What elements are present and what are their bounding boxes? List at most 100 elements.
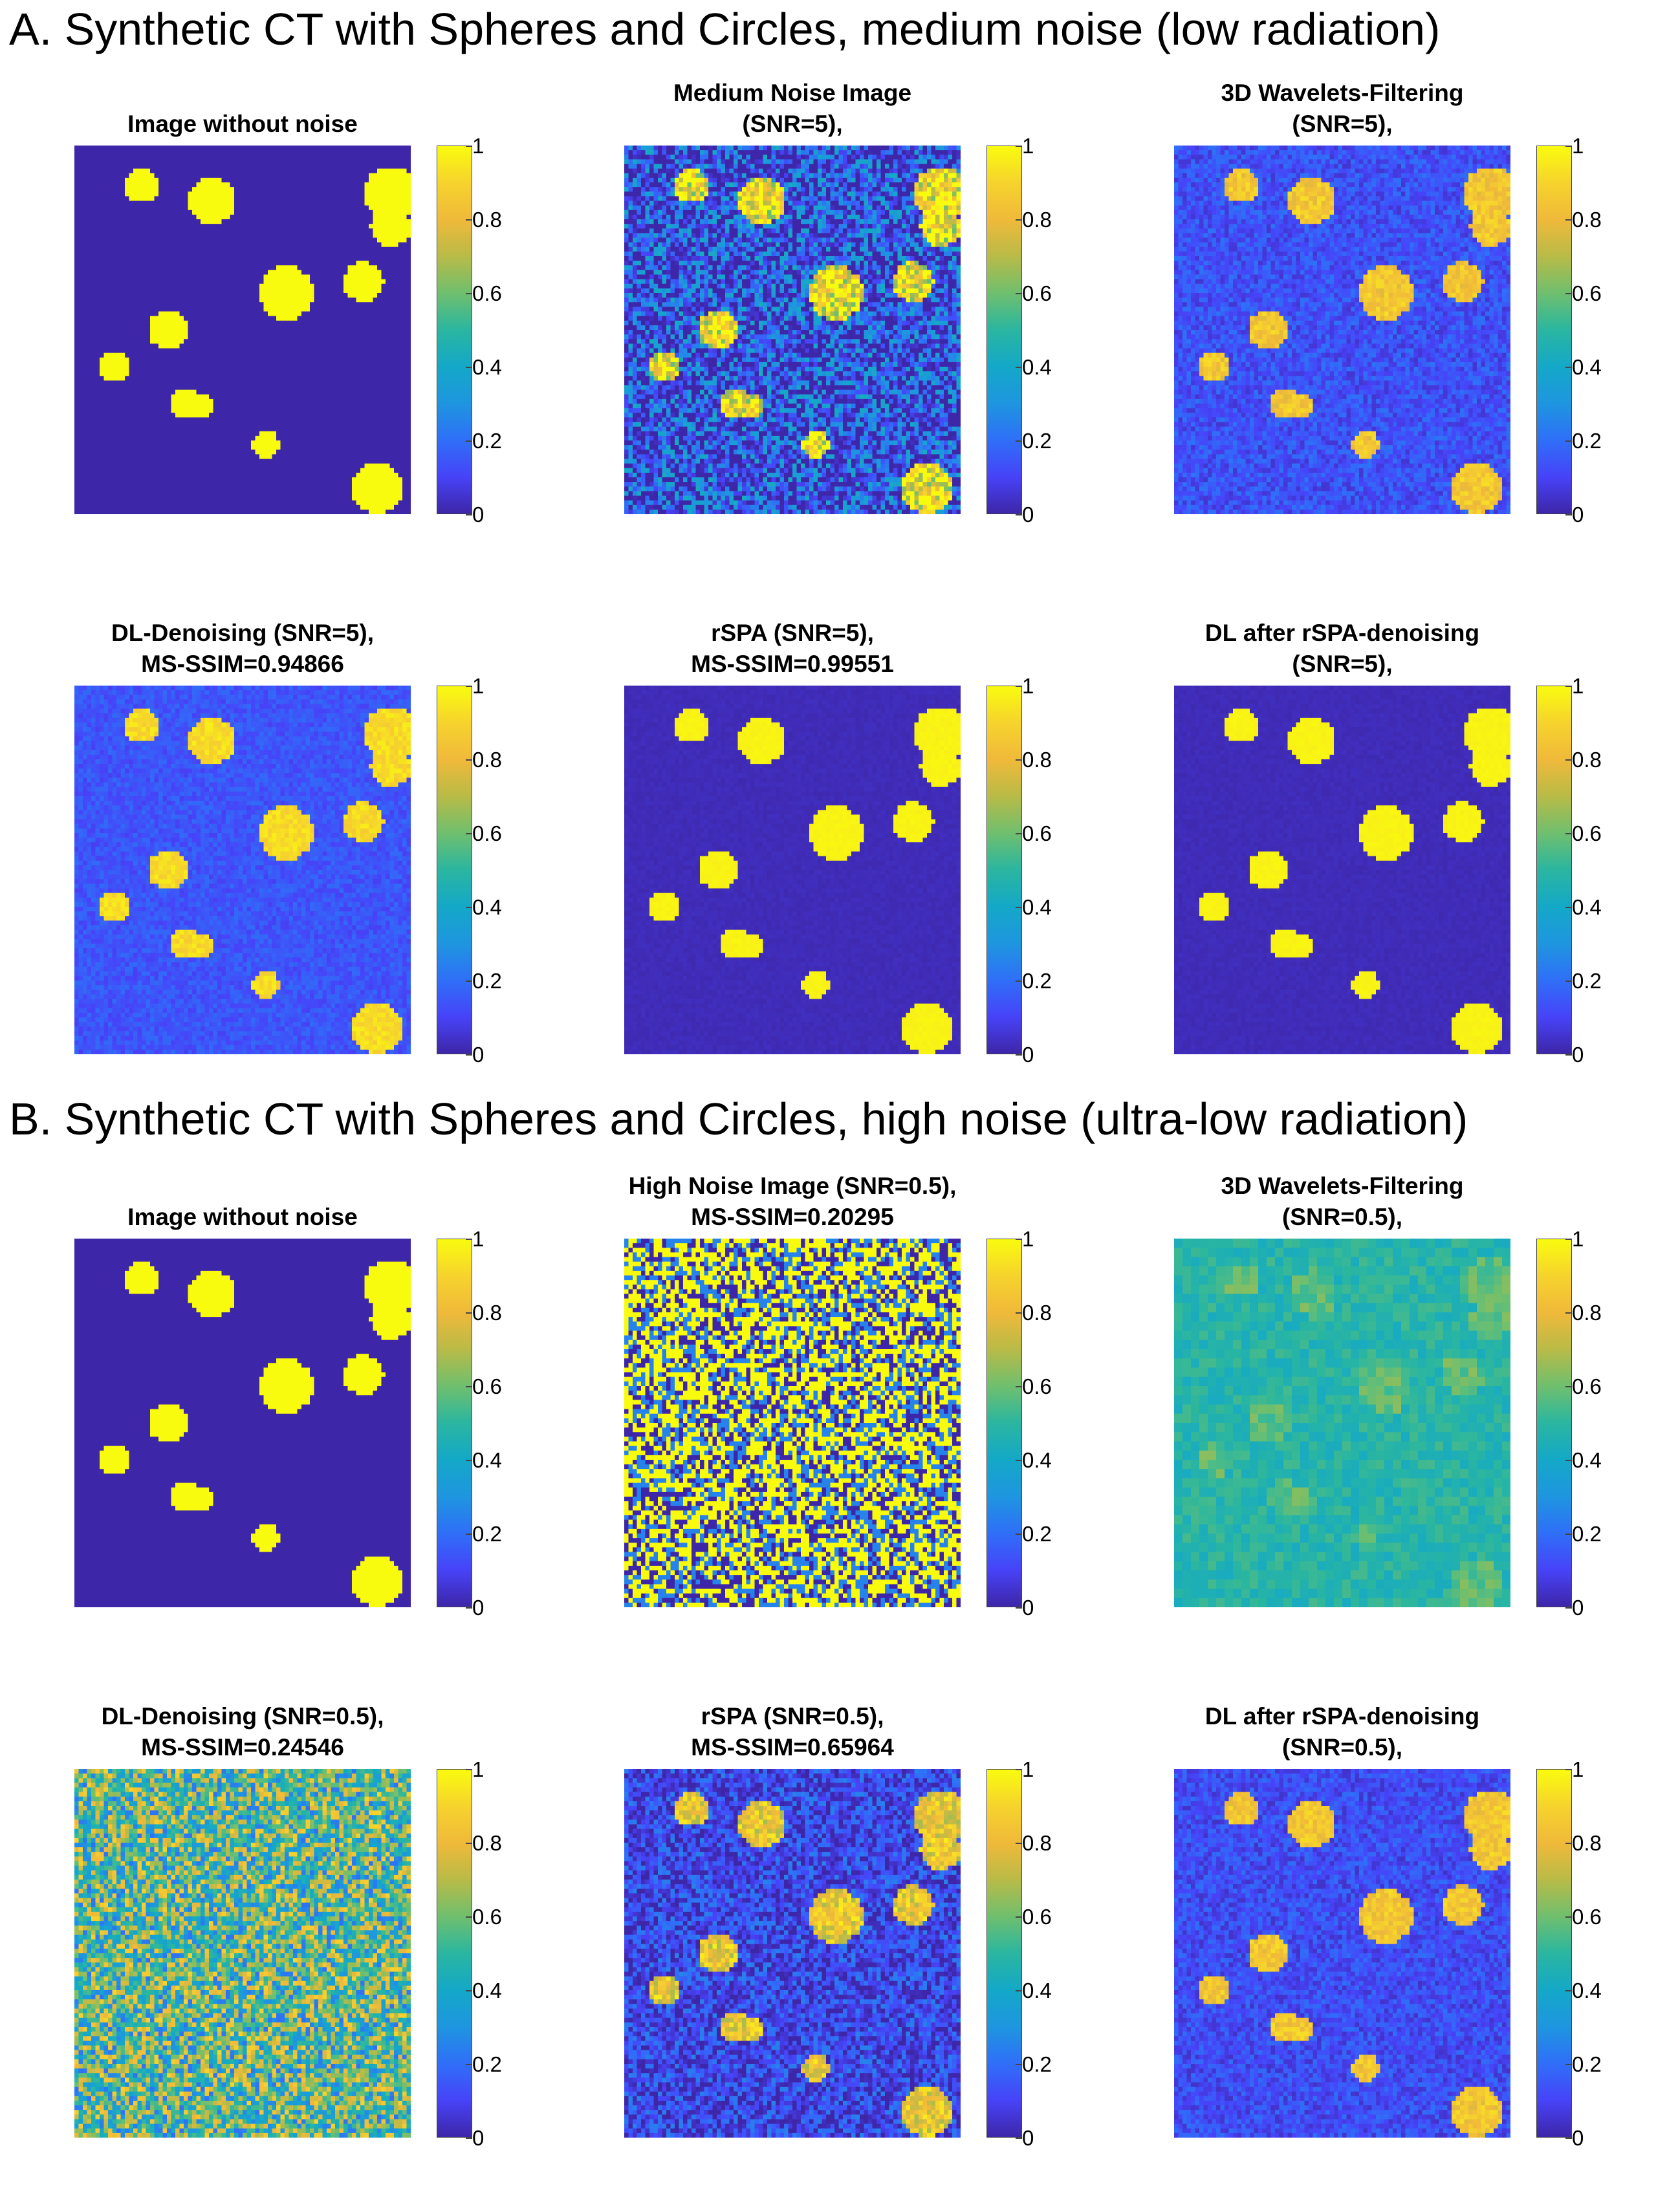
panel-title: DL-Denoising (SNR=5),MS-SSIM=0.94866 (74, 618, 411, 680)
heatmap-image (624, 146, 961, 514)
colorbar-tick-label: 0.6 (1022, 823, 1080, 844)
colorbar-tick-label: 0 (1572, 504, 1630, 525)
colorbar-tick-label: 1 (472, 1759, 530, 1780)
panel-title-line1: Medium Noise Image (SNR=5), (624, 78, 961, 140)
colorbar-tick-label: 1 (1572, 135, 1630, 157)
colorbar-tick-label: 0.6 (472, 1906, 530, 1927)
colorbar-tick-label: 0.2 (1572, 430, 1630, 451)
panel-title-line1: DL-Denoising (SNR=5), (74, 618, 411, 649)
colorbar-tick-label: 0 (1572, 2127, 1630, 2149)
panel-title-line1: DL-Denoising (SNR=0.5), (74, 1701, 411, 1732)
colorbar (986, 1769, 1022, 2138)
colorbar-tick-label: 0.6 (1022, 283, 1080, 304)
panel-dlrspa-05: DL after rSPA-denoising (SNR=0.5),MS-SSI… (1174, 1701, 1640, 2212)
colorbar-tick-label: 0.4 (1572, 1449, 1630, 1471)
heatmap-image (1174, 686, 1510, 1054)
colorbar-tick-label: 0.2 (1022, 2054, 1080, 2075)
colorbar-tick-label: 0 (1022, 1044, 1080, 1065)
colorbar-tick-label: 0 (1572, 1044, 1630, 1065)
heatmap-svg (1174, 146, 1510, 514)
colorbar (437, 686, 472, 1054)
colorbar-tick-label: 1 (472, 1228, 530, 1250)
panel-title: Image without noise (74, 109, 411, 140)
colorbar-tick-label: 1 (1572, 1759, 1630, 1780)
colorbar-tick-label: 1 (1022, 135, 1080, 157)
colorbar-tick-label: 0.8 (1572, 749, 1630, 770)
colorbar-tick-label: 0.2 (472, 430, 530, 451)
panel-title: DL-Denoising (SNR=0.5),MS-SSIM=0.24546 (74, 1701, 411, 1763)
colorbar-tick-label: 0 (1572, 1597, 1630, 1618)
colorbar-tick-label: 0.6 (1572, 823, 1630, 844)
colorbar-tick-label: 1 (1572, 1228, 1630, 1250)
colorbar-tick-label: 0.4 (1022, 356, 1080, 378)
panel-title-line1: rSPA (SNR=0.5), (624, 1701, 961, 1732)
panel-dl-05: DL-Denoising (SNR=0.5),MS-SSIM=0.24546 0 0… (74, 1701, 540, 2212)
colorbar-tick-label: 0.4 (1572, 356, 1630, 378)
colorbar-tick-label: 0 (1022, 504, 1080, 525)
heatmap-image (74, 1769, 411, 2138)
colorbar-tick-label: 0.8 (472, 1302, 530, 1323)
heatmap-svg (74, 1769, 411, 2138)
colorbar-tick-label: 0.6 (472, 283, 530, 304)
colorbar-tick-label: 0.6 (1572, 1376, 1630, 1397)
colorbar-tick-label: 0.8 (472, 749, 530, 770)
panel-title-line1: Image without noise (74, 109, 411, 140)
colorbar-tick-label: 0.4 (1572, 1980, 1630, 2001)
colorbar-tick-label: 0.4 (1022, 896, 1080, 918)
colorbar-tick-label: 0.2 (472, 2054, 530, 2075)
colorbar-tick-label: 1 (1022, 1228, 1080, 1250)
panel-title-line1: 3D Wavelets-Filtering (SNR=0.5), (1174, 1171, 1510, 1233)
colorbar-tick-label: 0.2 (1572, 1523, 1630, 1545)
colorbar (986, 686, 1022, 1054)
panel-title-line2: MS-SSIM=0.94866 (74, 649, 411, 680)
heatmap-svg (624, 1239, 961, 1607)
panel-title: rSPA (SNR=0.5),MS-SSIM=0.65964 (624, 1701, 961, 1763)
panel-title: High Noise Image (SNR=0.5),MS-SSIM=0.202… (624, 1171, 961, 1233)
colorbar-tick-label: 0.2 (1022, 1523, 1080, 1545)
heatmap-svg (1174, 1769, 1510, 2138)
heatmap-image (624, 686, 961, 1054)
colorbar-tick-label: 0.2 (1572, 2054, 1630, 2075)
colorbar-tick-label: 0.4 (1022, 1980, 1080, 2001)
colorbar-tick-label: 0.4 (1572, 896, 1630, 918)
panel-title-line1: Image without noise (74, 1202, 411, 1233)
colorbar-tick-label: 0.4 (472, 356, 530, 378)
heatmap-svg (74, 146, 411, 514)
colorbar (986, 1239, 1022, 1607)
colorbar-tick-label: 0 (472, 2127, 530, 2149)
colorbar-tick-label: 1 (1572, 675, 1630, 697)
panel-title-line1: rSPA (SNR=5), (624, 618, 961, 649)
panel-dlrspa-5: DL after rSPA-denoising (SNR=5),MS-SSIM=… (1174, 618, 1640, 1129)
panel-title: rSPA (SNR=5),MS-SSIM=0.99551 (624, 618, 961, 680)
colorbar (1536, 686, 1572, 1054)
section-a-title: A. Synthetic CT with Spheres and Circles… (9, 6, 1440, 52)
heatmap-svg (74, 1239, 411, 1607)
heatmap-svg (1174, 686, 1510, 1054)
colorbar (1536, 146, 1572, 514)
colorbar-tick-label: 0.2 (1022, 430, 1080, 451)
colorbar-tick-label: 0.8 (1022, 1832, 1080, 1854)
colorbar-tick-label: 1 (1022, 1759, 1080, 1780)
colorbar-tick-label: 0.8 (1572, 1832, 1630, 1854)
heatmap-image (1174, 1239, 1510, 1607)
colorbar-tick-label: 1 (1022, 675, 1080, 697)
colorbar-tick-label: 0 (1022, 1597, 1080, 1618)
colorbar-tick-label: 0.2 (1022, 970, 1080, 992)
heatmap-svg (624, 686, 961, 1054)
colorbar-tick-label: 0.8 (472, 209, 530, 230)
panel-wavelet-05: 3D Wavelets-Filtering (SNR=0.5),MS-SSIM=… (1174, 1171, 1640, 1682)
colorbar-tick-label: 0.4 (472, 1449, 530, 1471)
panel-medium-noise: Medium Noise Image (SNR=5),MS-SSIM=0.781… (624, 78, 1090, 589)
colorbar (437, 1239, 472, 1607)
panel-title-line1: High Noise Image (SNR=0.5), (624, 1171, 961, 1202)
colorbar-tick-label: 0 (1022, 2127, 1080, 2149)
colorbar-tick-label: 0.8 (1022, 1302, 1080, 1323)
colorbar-tick-label: 0.6 (1572, 283, 1630, 304)
colorbar-tick-label: 0.6 (472, 823, 530, 844)
heatmap-svg (624, 146, 961, 514)
heatmap-image (74, 686, 411, 1054)
colorbar-tick-label: 0.2 (472, 970, 530, 992)
